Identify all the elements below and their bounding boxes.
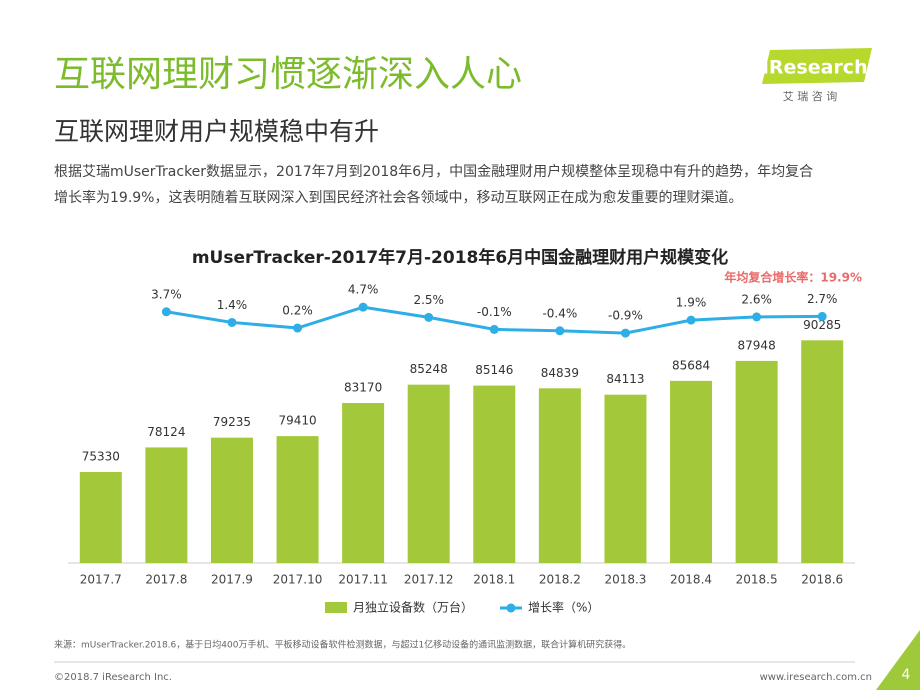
line-label: -0.9% <box>608 309 643 323</box>
x-tick-label: 2018.6 <box>801 573 843 587</box>
bar <box>670 380 713 563</box>
slide-title: 互联网理财习惯逐渐深入人心 <box>54 54 522 95</box>
bar-label: 75330 <box>82 450 120 464</box>
line-point <box>293 323 303 333</box>
bar <box>210 437 253 563</box>
logo-sub: 艾 瑞 咨 询 <box>783 89 838 103</box>
line-point <box>620 328 630 338</box>
line-point <box>489 324 499 334</box>
bar <box>604 394 647 563</box>
line-point <box>555 326 565 336</box>
bar-label: 79235 <box>213 415 251 429</box>
bar <box>79 472 122 563</box>
bar-label: 84839 <box>541 366 579 380</box>
legend-swatch <box>325 602 347 613</box>
bar-label: 90285 <box>803 318 841 332</box>
line-label: 2.7% <box>807 292 838 306</box>
bar <box>538 388 581 563</box>
bar-label: 87948 <box>738 338 776 352</box>
line-label: 3.7% <box>151 287 182 301</box>
chart-title: mUserTracker-2017年7月-2018年6月中国金融理财用户规模变化 <box>192 247 728 268</box>
x-tick-label: 2017.9 <box>211 573 253 587</box>
line-point <box>161 307 171 317</box>
x-tick-label: 2018.4 <box>670 573 712 587</box>
source: 来源：mUserTracker.2018.6，基于日均400万手机、平板移动设备… <box>54 639 631 651</box>
line-label: 2.5% <box>413 293 444 307</box>
bar-label: 84113 <box>606 372 644 386</box>
page-number: 4 <box>902 667 911 683</box>
x-tick-label: 2017.8 <box>145 573 187 587</box>
bar-label: 83170 <box>344 380 382 394</box>
x-tick-label: 2017.7 <box>80 573 122 587</box>
website: www.iresearch.com.cn <box>760 672 872 683</box>
logo-brand: iResearch <box>762 57 867 79</box>
line-label: 1.9% <box>676 296 707 310</box>
line-label: 1.4% <box>217 298 248 312</box>
corner <box>876 630 920 690</box>
paragraph-line: 增长率为19.9%，这表明随着互联网深入到国民经济社会各领域中，移动互联网正在成… <box>54 189 742 206</box>
bar-label: 78124 <box>147 425 185 439</box>
slide-subtitle: 互联网理财用户规模稳中有升 <box>54 117 379 146</box>
bar-label: 85684 <box>672 358 710 372</box>
line-point <box>686 315 696 325</box>
x-tick-label: 2018.3 <box>604 573 646 587</box>
legend-label: 月独立设备数（万台） <box>353 600 473 615</box>
line-point <box>358 302 368 312</box>
logo-shape <box>762 48 872 84</box>
bar <box>473 385 516 563</box>
bar-label: 85146 <box>475 363 513 377</box>
x-tick-label: 2018.5 <box>736 573 778 587</box>
copyright: ©2018.7 iResearch Inc. <box>54 672 172 683</box>
line-point <box>424 312 434 322</box>
x-tick-label: 2017.11 <box>338 573 388 587</box>
legend-label: 增长率（%） <box>528 600 599 615</box>
bar-label: 85248 <box>410 362 448 376</box>
line-label: 0.2% <box>282 304 313 318</box>
bar-label: 79410 <box>278 414 316 428</box>
annotation: 年均复合增长率：19.9% <box>724 270 862 285</box>
paragraph-line: 根据艾瑞mUserTracker数据显示，2017年7月到2018年6月，中国金… <box>54 163 813 180</box>
line-label: 4.7% <box>348 283 379 297</box>
line-point <box>227 317 237 327</box>
bar <box>801 340 844 563</box>
bar <box>407 384 450 563</box>
line-point <box>752 312 762 322</box>
x-tick-label: 2018.1 <box>473 573 515 587</box>
bar <box>735 360 778 563</box>
line-label: 2.6% <box>741 292 772 306</box>
legend-swatch <box>506 603 516 613</box>
x-tick-label: 2018.2 <box>539 573 581 587</box>
bar <box>342 402 385 563</box>
line-label: -0.1% <box>477 305 512 319</box>
x-tick-label: 2017.12 <box>404 573 454 587</box>
bar <box>276 436 319 563</box>
x-tick-label: 2017.10 <box>273 573 323 587</box>
bar <box>145 447 188 563</box>
line-label: -0.4% <box>542 306 577 320</box>
line-point <box>817 311 827 321</box>
